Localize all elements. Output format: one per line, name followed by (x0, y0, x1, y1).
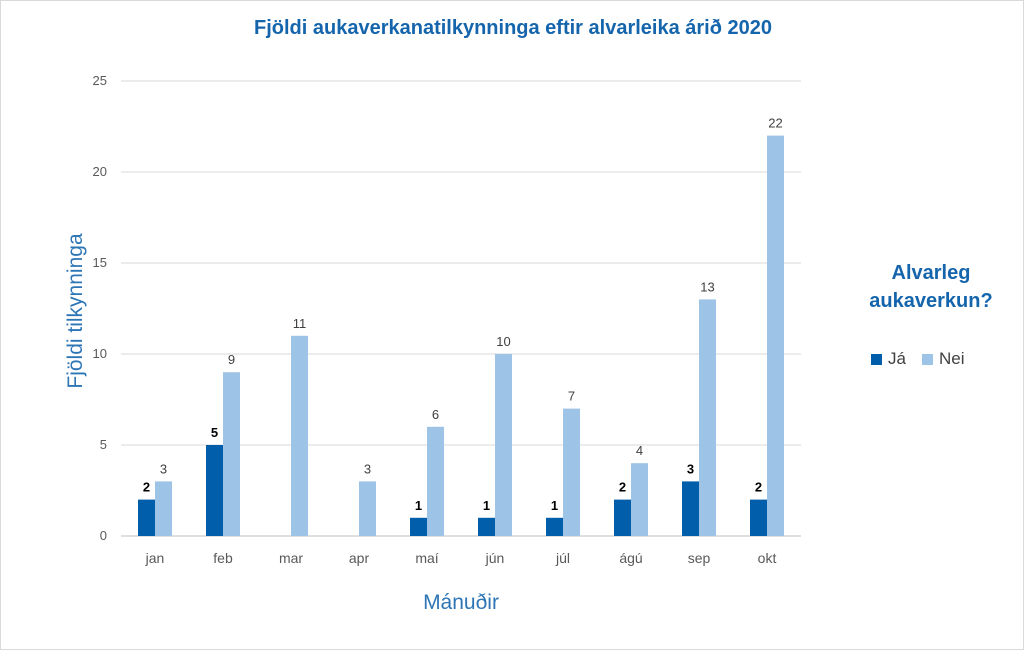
x-tick-label: apr (349, 550, 370, 566)
bar-nei (291, 335, 308, 536)
bar-ja (614, 499, 631, 536)
data-label: 2 (619, 480, 626, 495)
data-label: 1 (551, 498, 558, 513)
data-label: 3 (160, 461, 167, 476)
bar-nei (631, 463, 648, 536)
data-label: 2 (143, 480, 150, 495)
data-label: 1 (415, 498, 422, 513)
bar-nei (359, 481, 376, 536)
data-label: 5 (211, 425, 218, 440)
y-tick-label: 25 (93, 73, 107, 88)
legend-label-nei: Nei (938, 349, 965, 368)
data-label: 4 (636, 443, 643, 458)
data-label: 1 (483, 498, 490, 513)
chart-title: Fjöldi aukaverkanatilkynninga eftir alva… (253, 17, 773, 39)
data-label: 7 (568, 389, 575, 404)
legend-title: Alvarleg aukaverkun? (846, 259, 1016, 315)
bar-nei (495, 354, 512, 536)
data-label: 10 (496, 334, 510, 349)
bar-ja (206, 445, 223, 536)
data-label: 2 (755, 480, 762, 495)
legend-title-line: Alvarleg (891, 262, 971, 284)
data-label: 3 (364, 461, 371, 476)
data-label: 3 (687, 461, 694, 476)
bar-ja (478, 517, 495, 536)
y-tick-label: 10 (93, 346, 107, 361)
legend-item-ja: Já (871, 349, 906, 369)
legend-label-ja: Já (888, 349, 906, 368)
x-tick-label: feb (213, 550, 233, 566)
data-label: 6 (432, 407, 439, 422)
x-tick-label: júl (555, 550, 570, 566)
x-tick-label: maí (415, 550, 438, 566)
legend-title-line: aukaverkun? (869, 290, 993, 312)
x-tick-label: jún (485, 550, 505, 566)
y-tick-label: 20 (93, 164, 107, 179)
bar-nei (427, 426, 444, 536)
x-tick-label: jan (145, 550, 165, 566)
bar-nei (223, 372, 240, 536)
data-label: 22 (768, 116, 782, 131)
legend-swatch-ja (871, 353, 882, 365)
data-label: 13 (700, 279, 714, 294)
x-tick-label: sep (688, 550, 711, 566)
y-tick-label: 0 (100, 528, 107, 543)
x-tick-label: ágú (619, 550, 642, 566)
bar-ja (750, 499, 767, 536)
bar-nei (563, 408, 580, 536)
bar-ja (138, 499, 155, 536)
bar-ja (682, 481, 699, 536)
y-tick-label: 15 (93, 255, 107, 270)
bar-nei (767, 135, 784, 536)
bar-nei (155, 481, 172, 536)
x-tick-label: mar (279, 550, 303, 566)
legend-item-nei: Nei (921, 349, 965, 369)
x-axis-label: Mánuðir (423, 591, 499, 614)
y-tick-label: 5 (100, 437, 107, 452)
data-label: 11 (293, 316, 307, 331)
bar-ja (546, 517, 563, 536)
data-label: 9 (228, 352, 235, 367)
bar-nei (699, 299, 716, 536)
x-tick-label: okt (758, 550, 777, 566)
legend-swatch-nei (921, 353, 933, 365)
legend: Já Nei (871, 349, 964, 369)
bar-ja (410, 517, 427, 536)
